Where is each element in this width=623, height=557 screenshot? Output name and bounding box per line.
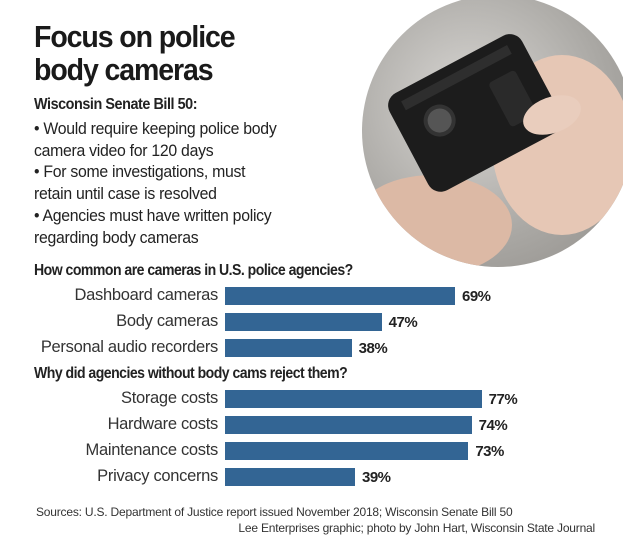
bullet-line: regarding body cameras (34, 227, 199, 247)
bullet-line: • For some investigations, must (34, 162, 246, 182)
bar (225, 416, 472, 434)
sources: Sources: U.S. Department of Justice repo… (36, 505, 513, 519)
bullet-line: camera video for 120 days (34, 140, 214, 160)
bar-label: Storage costs (121, 389, 218, 407)
bar-value-label: 74% (478, 417, 508, 434)
bill-heading: Wisconsin Senate Bill 50: (34, 96, 198, 113)
bar-label: Hardware costs (107, 415, 219, 433)
body-camera-photo (362, 0, 623, 267)
bar-label: Privacy concerns (97, 467, 218, 485)
bar-label: Personal audio recorders (40, 338, 218, 356)
chart-title: How common are cameras in U.S. police ag… (34, 262, 353, 279)
chart-title: Why did agencies without body cams rejec… (34, 365, 348, 382)
bullet-line: • Agencies must have written policy (34, 205, 272, 225)
bar-label: Dashboard cameras (74, 286, 219, 304)
bar-value-label: 73% (475, 443, 504, 460)
bar (225, 468, 355, 486)
bar-label: Body cameras (116, 312, 218, 330)
title-line-2: body cameras (34, 52, 214, 87)
bar (225, 339, 352, 357)
camera-illustration (362, 34, 623, 267)
credit: Lee Enterprises graphic; photo by John H… (238, 521, 595, 535)
bar (225, 287, 455, 305)
bar-label: Maintenance costs (85, 441, 219, 459)
bar-value-label: 38% (358, 340, 388, 357)
title-line-1: Focus on police (34, 19, 236, 54)
bar-value-label: 47% (388, 314, 418, 331)
bar-value-label: 39% (362, 469, 391, 486)
bar (225, 313, 382, 331)
bullet-line: retain until case is resolved (34, 184, 217, 204)
bill-bullets: • Would require keeping police body came… (34, 118, 277, 248)
bar (225, 442, 469, 460)
page-title: Focus on police body cameras (34, 19, 236, 87)
bullet-line: • Would require keeping police body (34, 119, 277, 138)
bar-value-label: 69% (462, 288, 491, 305)
bar-value-label: 77% (488, 391, 518, 408)
bar (225, 390, 482, 408)
